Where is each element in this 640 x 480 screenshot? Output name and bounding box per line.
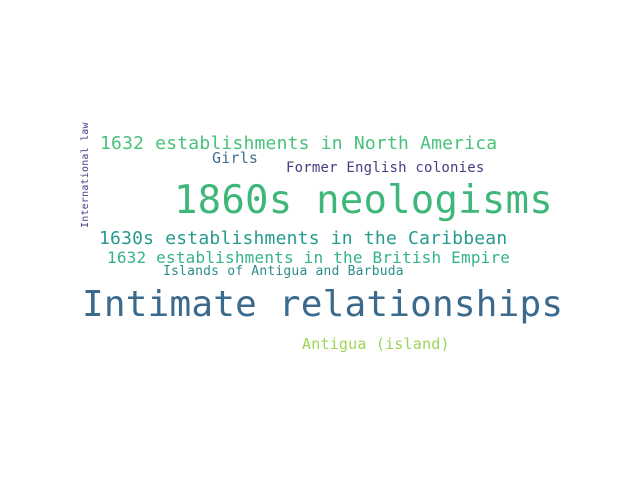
word-1630s-establishments-caribbean: 1630s establishments in the Caribbean (99, 228, 508, 249)
word-islands-antigua-barbuda: Islands of Antigua and Barbuda (163, 264, 404, 279)
word-international-law: International law (80, 122, 91, 228)
word-antigua-island: Antigua (island) (302, 335, 450, 353)
word-girls: Girls (212, 149, 259, 167)
word-intimate-relationships: Intimate relationships (82, 284, 564, 325)
word-1632-establishments-british-empire: 1632 establishments in the British Empir… (107, 248, 511, 267)
word-former-english-colonies: Former English colonies (286, 160, 485, 176)
word-1860s-neologisms: 1860s neologisms (174, 178, 553, 223)
word-1632-establishments-north-america: 1632 establishments in North America (100, 133, 498, 154)
